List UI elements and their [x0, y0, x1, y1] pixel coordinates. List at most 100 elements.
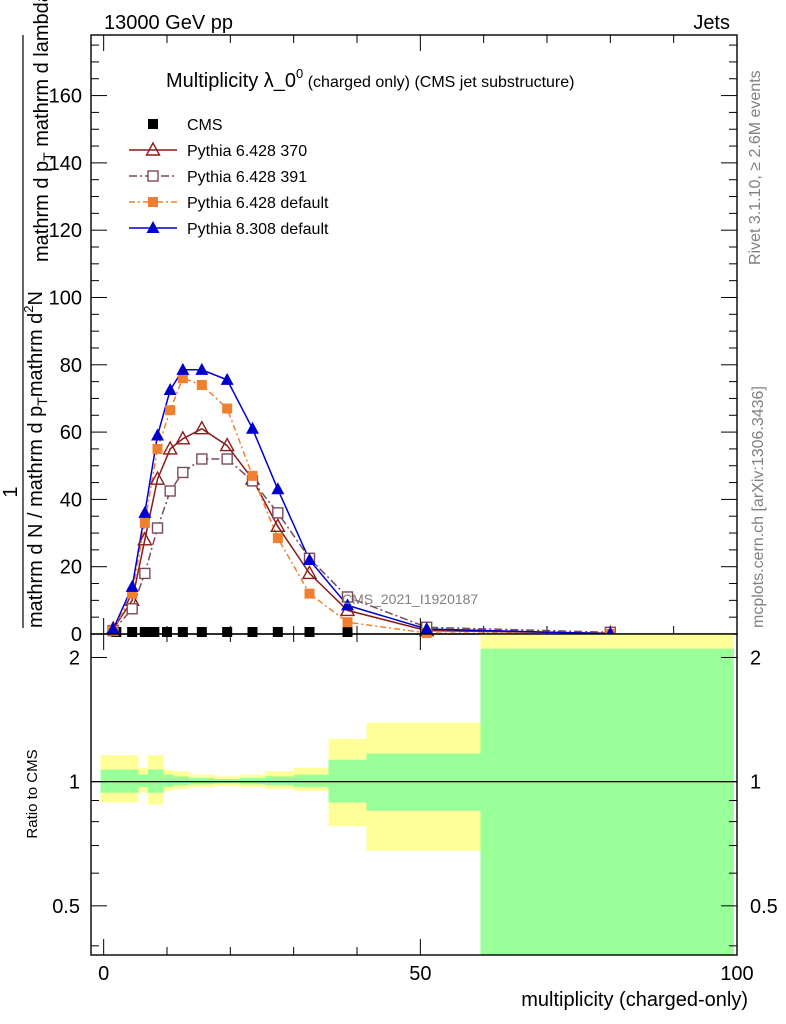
data-point-3	[139, 517, 150, 528]
data-point-2	[164, 485, 176, 497]
series-line-4	[112, 369, 611, 635]
ylabel-denom-main: mathrm d N / mathrm d p	[25, 406, 47, 628]
data-point-4	[138, 505, 152, 518]
data-point-2	[151, 522, 164, 534]
data-point-1	[270, 517, 286, 533]
plot-title: Multiplicity λ_00 (charged only) (CMS je…	[166, 66, 574, 92]
data-point-3	[247, 470, 258, 481]
mcplots-ref: mcplots.cern.ch [arXiv:1306.3436]	[750, 386, 767, 628]
data-point-1	[137, 531, 153, 546]
ratio-ylabel: Ratio to CMS	[24, 749, 41, 838]
data-point-2	[196, 453, 208, 465]
plot-title-small: (charged only) (CMS jet substructure)	[303, 74, 574, 91]
ylabel-denominator: mathrm d N / mathrm d pTmathrm d2N	[21, 291, 50, 628]
y-tick-label: 120	[49, 220, 82, 242]
data-point-4	[303, 552, 316, 565]
ratio-y-tick-label-right: 0.5	[750, 896, 778, 918]
ratio-band-inner	[173, 776, 190, 786]
data-point-4	[341, 598, 354, 611]
x-tick-label: 0	[98, 963, 109, 985]
legend-label: Pythia 6.428 391	[187, 169, 307, 186]
data-point-0	[222, 627, 233, 637]
y-tick-label: 40	[60, 489, 82, 511]
ylabel-top: 1	[0, 486, 22, 497]
legend-label: CMS	[187, 117, 223, 134]
plot-title-sup: 0	[296, 66, 303, 81]
ylabel-num-rest: N	[25, 291, 47, 305]
data-point-0	[149, 627, 160, 637]
ratio-band-inner	[265, 776, 294, 786]
data-point-4	[271, 482, 285, 495]
ratio-band-inner	[480, 648, 734, 955]
ratio-band-inner	[163, 774, 174, 788]
data-point-1	[219, 437, 235, 452]
data-point-3	[222, 403, 233, 414]
data-point-2	[221, 453, 233, 465]
data-point-0	[342, 627, 353, 637]
ylabel-num2-main: mathrm d p	[31, 161, 53, 262]
data-point-1	[301, 564, 318, 580]
header-left: 13000 GeV pp	[104, 12, 233, 34]
legend-marker	[145, 141, 161, 156]
legend-label: Pythia 6.428 default	[187, 195, 329, 212]
legend-marker	[146, 221, 160, 233]
y-tick-label: 140	[49, 153, 82, 175]
data-point-4	[246, 421, 259, 434]
legend-marker	[147, 170, 159, 182]
ylabel-num-sup: 2	[21, 305, 36, 312]
ylabel-num2-sub: T	[40, 152, 56, 161]
data-point-1	[149, 470, 166, 485]
data-point-4	[151, 428, 164, 441]
y-tick-label: 100	[49, 287, 82, 309]
ratio-y-tick-label: 2	[69, 647, 80, 669]
data-point-1	[175, 430, 191, 445]
data-point-3	[127, 588, 138, 599]
data-point-4	[195, 362, 209, 375]
data-point-0	[139, 627, 150, 637]
series-line-2	[112, 458, 611, 634]
ratio-y-tick-label-right: 1	[750, 772, 761, 794]
data-point-0	[247, 627, 258, 637]
series-line-3	[112, 377, 611, 635]
data-point-3	[165, 405, 176, 416]
y-tick-label: 160	[49, 86, 82, 108]
data-point-4	[420, 621, 434, 634]
data-point-3	[177, 373, 188, 384]
analysis-watermark: CMS_2021_I1920187	[342, 591, 478, 607]
data-point-0	[177, 627, 188, 637]
data-point-2	[177, 466, 189, 479]
x-tick-label: 100	[720, 963, 753, 985]
data-point-0	[304, 627, 315, 637]
data-point-3	[196, 379, 207, 390]
data-point-4	[106, 621, 120, 634]
data-point-3	[272, 533, 283, 544]
data-point-4	[176, 362, 190, 375]
data-point-1	[194, 420, 210, 435]
ratio-plot-panel: 0 50 100 0.5 0.5 1 1 2 2	[52, 35, 778, 985]
y-tick-label: 60	[60, 422, 82, 444]
ratio-plot-frame	[90, 633, 738, 956]
data-point-0	[196, 627, 207, 637]
legend-marker	[148, 197, 158, 207]
data-point-4	[220, 372, 234, 385]
ratio-y-tick-label: 1	[69, 772, 80, 794]
ratio-band-inner	[293, 774, 329, 788]
ylabel-num-main: mathrm d	[25, 313, 47, 397]
data-point-0	[127, 627, 138, 637]
x-tick-label: 50	[409, 963, 431, 985]
ratio-y-tick-label-right: 2	[750, 647, 761, 669]
rivet-version: Rivet 3.1.10, ≥ 2.6M events	[747, 70, 764, 265]
data-point-0	[162, 627, 172, 637]
y-tick-label: 80	[60, 355, 82, 377]
ratio-y-tick-label: 0.5	[52, 896, 80, 918]
legend: CMS Pythia 6.428 370 Pythia 6.428 391 Pythi…	[129, 117, 329, 238]
legend-marker	[148, 119, 158, 129]
data-point-1	[162, 440, 178, 455]
legend-label: Pythia 6.428 370	[187, 143, 307, 160]
data-point-2	[139, 567, 151, 580]
header-right: Jets	[693, 12, 730, 34]
data-point-3	[304, 588, 315, 599]
ylabel-num2-rest: mathrm d lambda	[31, 0, 53, 152]
